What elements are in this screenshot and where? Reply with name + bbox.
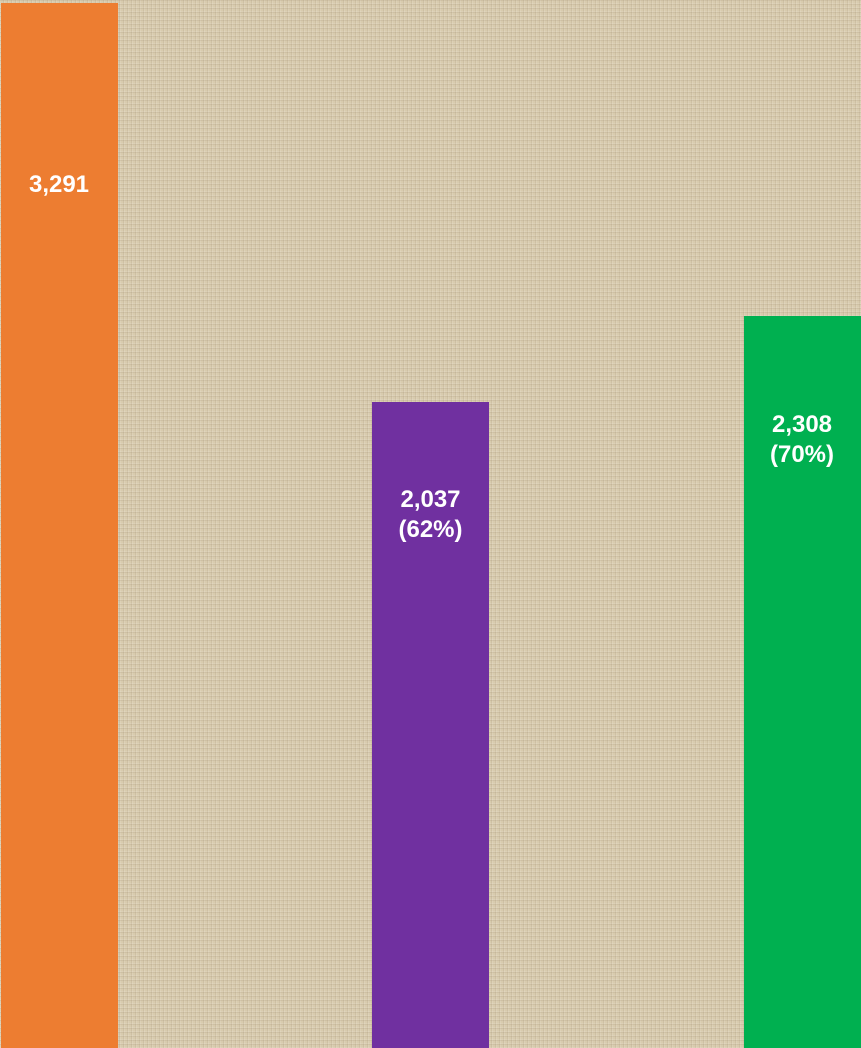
bar [0,2,118,1048]
bar [743,315,861,1048]
value-label: 2,308 (70%) [769,410,835,468]
value-label: 2,037 (62%) [398,485,463,543]
value-label: 3,291 [28,170,90,198]
bar [372,401,489,1048]
